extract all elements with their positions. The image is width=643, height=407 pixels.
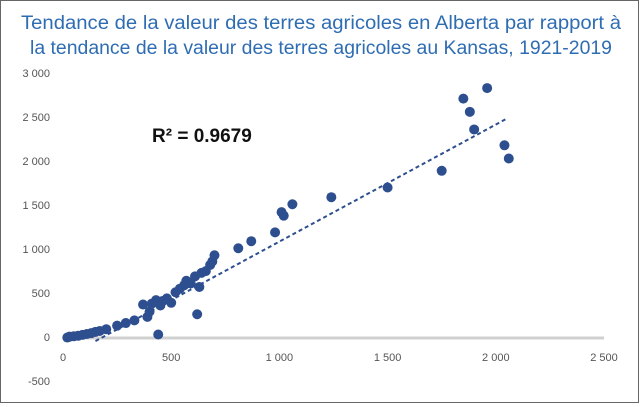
point [194, 281, 205, 292]
point [458, 93, 469, 104]
y-tick-label: 3 000 [22, 68, 50, 80]
y-tick-label: 1 000 [22, 244, 50, 256]
y-tick-label: 0 [44, 332, 50, 344]
chart-title: la tendance de la valeur des terres agri… [30, 38, 612, 59]
point [246, 236, 257, 247]
point [166, 297, 177, 308]
y-tick-label: 2 000 [22, 156, 50, 168]
x-tick-label: 1 500 [374, 352, 402, 364]
y-tick-label: 1 500 [22, 200, 50, 212]
point [278, 210, 289, 221]
point [382, 182, 393, 193]
point [233, 243, 244, 254]
point [101, 324, 112, 335]
point [153, 329, 164, 340]
x-tick-label: 500 [162, 352, 180, 364]
x-tick-label: 2 500 [590, 352, 618, 364]
annotation: R² = 0.9679 [152, 126, 252, 147]
chart-title: Tendance de la valeur des terres agricol… [21, 13, 621, 34]
point [436, 165, 447, 176]
x-tick-label: 0 [60, 352, 66, 364]
y-tick-label: 2 500 [22, 112, 50, 124]
point [120, 318, 131, 329]
point [138, 299, 149, 310]
point [287, 199, 298, 210]
y-tick-label: 500 [32, 288, 50, 300]
point [112, 320, 123, 331]
point [326, 192, 337, 203]
point [129, 315, 140, 326]
point [503, 153, 514, 164]
y-tick-label: -500 [28, 376, 50, 388]
point [499, 140, 510, 151]
point [192, 309, 203, 320]
point [482, 83, 493, 94]
point [469, 124, 480, 135]
point [464, 106, 475, 117]
point [209, 250, 220, 261]
point [144, 306, 155, 317]
x-tick-label: 2 000 [482, 352, 510, 364]
x-tick-label: 1 000 [266, 352, 294, 364]
point [270, 227, 281, 238]
